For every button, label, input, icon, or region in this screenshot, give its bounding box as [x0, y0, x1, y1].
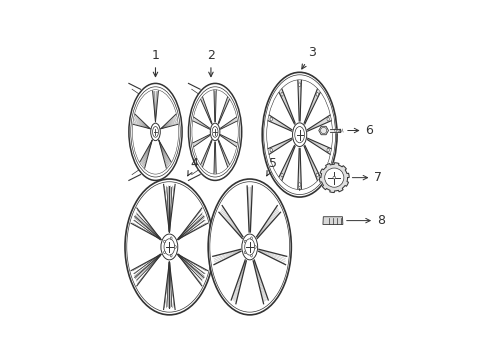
- Ellipse shape: [171, 237, 172, 240]
- Text: 5: 5: [267, 157, 277, 176]
- Text: 3: 3: [302, 46, 316, 69]
- Ellipse shape: [327, 117, 329, 121]
- Text: 2: 2: [207, 49, 215, 77]
- Text: 8: 8: [346, 214, 385, 227]
- Ellipse shape: [208, 179, 292, 315]
- Ellipse shape: [189, 84, 242, 180]
- Ellipse shape: [327, 148, 329, 152]
- Polygon shape: [319, 126, 328, 135]
- Ellipse shape: [270, 117, 272, 121]
- Ellipse shape: [200, 89, 210, 175]
- Ellipse shape: [293, 123, 307, 147]
- Ellipse shape: [270, 148, 272, 152]
- Text: 6: 6: [348, 124, 373, 137]
- Ellipse shape: [151, 123, 160, 141]
- Text: 1: 1: [151, 49, 159, 77]
- Text: 4: 4: [188, 157, 198, 176]
- Ellipse shape: [325, 168, 344, 187]
- Ellipse shape: [262, 72, 337, 197]
- Ellipse shape: [281, 173, 283, 177]
- Ellipse shape: [333, 176, 336, 179]
- Ellipse shape: [316, 93, 318, 96]
- Ellipse shape: [245, 240, 246, 243]
- Ellipse shape: [161, 234, 178, 260]
- Ellipse shape: [174, 246, 176, 248]
- Ellipse shape: [245, 251, 246, 254]
- Ellipse shape: [254, 246, 256, 248]
- Ellipse shape: [129, 84, 182, 180]
- Polygon shape: [323, 217, 343, 225]
- Ellipse shape: [251, 237, 252, 240]
- Ellipse shape: [251, 254, 252, 257]
- Ellipse shape: [125, 179, 214, 315]
- Ellipse shape: [242, 234, 258, 260]
- Ellipse shape: [281, 93, 283, 96]
- Ellipse shape: [299, 189, 300, 190]
- Polygon shape: [319, 163, 349, 193]
- Ellipse shape: [141, 89, 150, 175]
- Text: 7: 7: [352, 171, 382, 184]
- Ellipse shape: [210, 123, 220, 141]
- Ellipse shape: [316, 173, 318, 177]
- Ellipse shape: [164, 240, 166, 243]
- Ellipse shape: [298, 183, 301, 186]
- Ellipse shape: [164, 251, 166, 254]
- Ellipse shape: [171, 254, 172, 257]
- Ellipse shape: [298, 83, 301, 87]
